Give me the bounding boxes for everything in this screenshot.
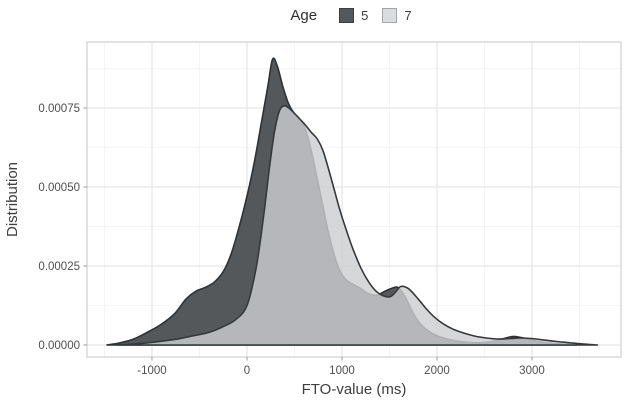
density-area-7 (117, 104, 599, 346)
x-tick-label: 3000 (519, 365, 545, 377)
x-axis-title: FTO-value (ms) (302, 381, 407, 398)
y-tick-label: 0.00050 (38, 182, 80, 194)
legend-label-5: 5 (361, 7, 369, 23)
legend-item-age-7: 7 (382, 7, 412, 23)
legend-key-5 (339, 7, 355, 23)
y-tick-label: 0.00000 (38, 340, 80, 352)
x-tick-label: 2000 (424, 365, 450, 377)
x-tick-label: -1000 (137, 365, 166, 377)
x-tick-label: 1000 (329, 365, 355, 377)
legend: Age 5 7 (87, 3, 621, 27)
legend-item-age-5: 5 (339, 7, 369, 23)
y-tick-label: 0.00025 (38, 261, 80, 273)
legend-key-7 (382, 7, 398, 23)
y-tick-label: 0.00075 (38, 103, 80, 115)
legend-label-7: 7 (404, 7, 412, 23)
y-axis-title: Distribution (4, 162, 21, 237)
x-tick-label: 0 (244, 365, 250, 377)
panel-border (86, 41, 622, 358)
legend-title: Age (290, 6, 318, 24)
